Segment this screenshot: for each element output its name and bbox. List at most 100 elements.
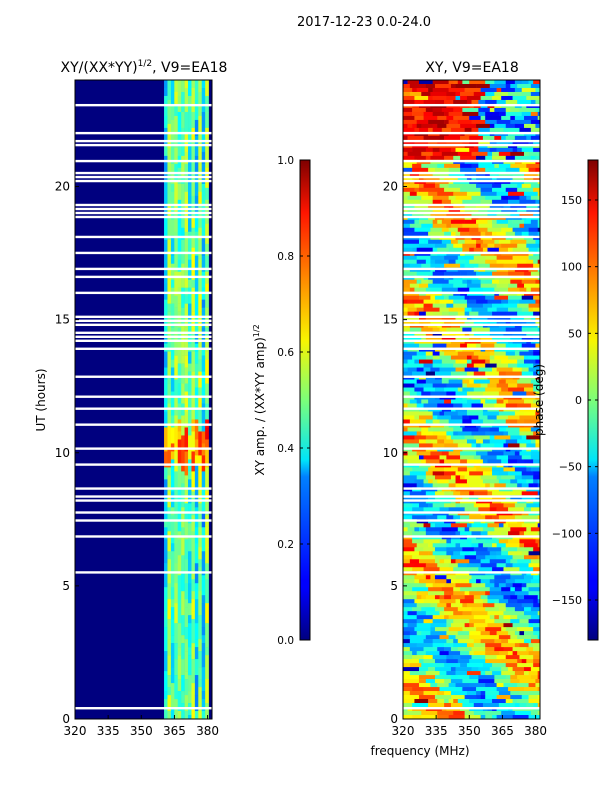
phase-cell [535, 87, 540, 93]
phase-cell [526, 647, 534, 652]
phase-cell [448, 259, 456, 265]
amp-cell [191, 379, 196, 404]
phase-cell [403, 639, 411, 644]
phase-cell [455, 667, 472, 672]
phase-cell [471, 655, 486, 660]
phase-cell [444, 471, 456, 476]
phase-cell [430, 683, 438, 688]
phase-cell [533, 263, 540, 269]
amp-cell [191, 403, 196, 420]
phase-cell [469, 259, 486, 265]
amp-cell [205, 499, 209, 516]
phase-cell [403, 663, 411, 668]
phase-cell [457, 607, 472, 612]
phase-cell [503, 683, 518, 688]
amp-cell [170, 287, 175, 304]
amp-cell [194, 119, 199, 137]
phase-cell [403, 531, 413, 536]
phase-cell [416, 483, 424, 488]
amp-cell [205, 103, 209, 113]
phase-cell [494, 355, 509, 360]
amp-cell [170, 643, 175, 668]
phase-cell [418, 199, 433, 205]
phase-cell [439, 299, 454, 304]
phase-cell [505, 563, 513, 568]
amp-cell [205, 655, 209, 680]
amp-cell [177, 183, 182, 201]
phase-cell [423, 567, 429, 572]
phase-cell [418, 695, 436, 700]
phase-cell [457, 467, 468, 472]
phase-cell [434, 167, 449, 173]
amp-cell [167, 375, 172, 384]
phase-cell [526, 239, 536, 245]
phase-cell [501, 531, 509, 536]
amp-cell [164, 215, 168, 241]
phase-cell [519, 427, 532, 432]
phase-cell [535, 443, 540, 448]
amp-ytick-label: 5 [62, 579, 70, 593]
amp-cell [198, 567, 203, 592]
phase-cell [526, 467, 532, 472]
phase-cell [439, 427, 454, 432]
phase-cell [530, 119, 540, 125]
phase-cell [487, 219, 493, 225]
phase-cell [425, 583, 433, 588]
amp-cell [177, 539, 182, 556]
amp-cell [188, 143, 192, 161]
amp-cell [181, 80, 185, 93]
amp-cell [181, 643, 185, 660]
phase-cell [403, 507, 413, 512]
amp-title-sup: 1/2 [138, 59, 152, 69]
amp-cell [201, 627, 206, 636]
phase-cell [469, 483, 481, 488]
phase-cell [407, 80, 420, 85]
phase-cell [501, 115, 511, 121]
phase-cell [533, 459, 540, 464]
phase-cell [428, 119, 445, 125]
amp-cell [170, 235, 175, 257]
phase-cell [537, 259, 540, 265]
phase-cell [521, 231, 529, 237]
phase-cell [414, 127, 420, 133]
phase-cell [403, 607, 413, 612]
phase-cell [519, 299, 536, 304]
phase-cell [455, 195, 472, 201]
amp-cell [170, 467, 175, 492]
phase-cell [462, 419, 472, 424]
amp-cell [177, 239, 182, 253]
phase-cell [508, 399, 525, 404]
phase-cell [403, 619, 411, 624]
phase-cell [409, 559, 420, 564]
phase-cell [533, 547, 540, 552]
phase-cell [412, 515, 427, 520]
phase-cell [503, 443, 509, 448]
phase-cell [407, 367, 417, 372]
phase-cell [496, 551, 502, 556]
amp-cell [164, 467, 168, 480]
amp-cell [198, 591, 203, 616]
phase-cell [476, 183, 493, 189]
phase-cell [480, 199, 493, 205]
phase-cell [498, 279, 511, 284]
phase-cell [462, 199, 472, 205]
phase-cell [403, 95, 415, 101]
phase-cell [403, 671, 411, 676]
phase-cell [455, 531, 461, 536]
amp-cell [201, 667, 206, 692]
phase-cell [533, 575, 540, 580]
phase-cell [510, 675, 518, 680]
phase-cell [517, 263, 534, 269]
amp-cell [164, 127, 168, 145]
phase-cell [537, 687, 540, 692]
phase-cell [489, 263, 504, 269]
phase-cell [464, 507, 479, 512]
phase-cell [430, 451, 443, 456]
phase-cell [453, 711, 465, 716]
phase-cell [416, 451, 431, 456]
phase-gap-row [403, 323, 540, 327]
phase-cell [521, 583, 527, 588]
phase-cell [530, 111, 539, 117]
phase-cell [412, 655, 424, 660]
